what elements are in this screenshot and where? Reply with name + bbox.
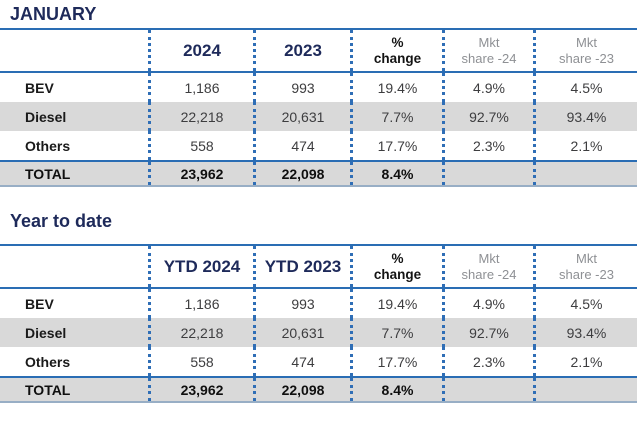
header-mkt23-line1: Mkt (576, 35, 597, 51)
header-mkt23-line1: Mkt (576, 251, 597, 267)
row-label: TOTAL (25, 165, 71, 182)
cell-change: 8.4% (350, 162, 442, 185)
cell-2023: 22,098 (253, 378, 350, 401)
row-label: Diesel (25, 108, 67, 125)
cell-mkt24: 92.7% (442, 102, 533, 131)
cell-2024: 23,962 (148, 162, 253, 185)
header-pct-line1: % (391, 34, 404, 50)
row-label: Diesel (25, 324, 67, 341)
row-label: BEV (25, 295, 54, 312)
header-pct-change: % change (350, 30, 442, 71)
header-ytd-2024: YTD 2024 (148, 246, 253, 287)
row-label: Others (25, 353, 71, 370)
table-row-bev: BEV 1,186 993 19.4% 4.9% 4.5% (0, 73, 637, 102)
cell-mkt23: 2.1% (533, 347, 637, 376)
header-mkt-share-24: Mkt share -24 (442, 30, 533, 71)
table-row-bev: BEV 1,186 993 19.4% 4.9% 4.5% (0, 289, 637, 318)
cell-mkt24 (442, 378, 533, 401)
cell-mkt23: 93.4% (533, 102, 637, 131)
header-2024: 2024 (148, 30, 253, 71)
ytd-table: YTD 2024 YTD 2023 % change Mkt share -24… (0, 244, 637, 403)
cell-2023: 20,631 (253, 102, 350, 131)
ytd-header-row: YTD 2024 YTD 2023 % change Mkt share -24… (0, 246, 637, 289)
header-ytd-2023: YTD 2023 (253, 246, 350, 287)
cell-2023: 20,631 (253, 318, 350, 347)
ytd-title: Year to date (10, 211, 113, 231)
cell-change: 7.7% (350, 102, 442, 131)
cell-change: 7.7% (350, 318, 442, 347)
cell-2023: 993 (253, 73, 350, 102)
header-pct-change: % change (350, 246, 442, 287)
cell-mkt23: 93.4% (533, 318, 637, 347)
cell-2024: 558 (148, 131, 253, 160)
header-mkt23-line2: share -23 (559, 266, 614, 282)
header-pct-line2: change (373, 266, 422, 282)
cell-mkt24 (442, 162, 533, 185)
table-row-others: Others 558 474 17.7% 2.3% 2.1% (0, 131, 637, 160)
header-mkt24-line1: Mkt (478, 35, 500, 51)
table-row-others: Others 558 474 17.7% 2.3% 2.1% (0, 347, 637, 376)
table-row-diesel: Diesel 22,218 20,631 7.7% 92.7% 93.4% (0, 102, 637, 131)
cell-mkt24: 4.9% (442, 289, 533, 318)
header-pct-line1: % (391, 250, 404, 266)
cell-mkt24: 4.9% (442, 73, 533, 102)
cell-mkt23: 4.5% (533, 289, 637, 318)
cell-mkt24: 2.3% (442, 347, 533, 376)
table-row-total: TOTAL 23,962 22,098 8.4% (0, 160, 637, 187)
january-table: 2024 2023 % change Mkt share -24 Mkt sha… (0, 28, 637, 187)
cell-mkt23 (533, 162, 637, 185)
row-label: TOTAL (25, 381, 71, 398)
header-empty-cell (0, 246, 148, 287)
header-mkt-share-23: Mkt share -23 (533, 30, 637, 71)
cell-change: 8.4% (350, 378, 442, 401)
cell-2024: 22,218 (148, 318, 253, 347)
cell-mkt24: 92.7% (442, 318, 533, 347)
cell-2023: 993 (253, 289, 350, 318)
cell-2024: 22,218 (148, 102, 253, 131)
cell-2023: 474 (253, 131, 350, 160)
january-title: JANUARY (10, 4, 97, 24)
january-header-row: 2024 2023 % change Mkt share -24 Mkt sha… (0, 30, 637, 73)
cell-2023: 474 (253, 347, 350, 376)
header-mkt-share-24: Mkt share -24 (442, 246, 533, 287)
header-mkt23-line2: share -23 (559, 50, 614, 66)
cell-change: 17.7% (350, 131, 442, 160)
row-label: Others (25, 137, 71, 154)
header-2023: 2023 (253, 30, 350, 71)
cell-2023: 22,098 (253, 162, 350, 185)
table-row-total: TOTAL 23,962 22,098 8.4% (0, 376, 637, 403)
cell-mkt23: 2.1% (533, 131, 637, 160)
cell-change: 19.4% (350, 73, 442, 102)
header-mkt-share-23: Mkt share -23 (533, 246, 637, 287)
cell-2024: 1,186 (148, 73, 253, 102)
row-label: BEV (25, 79, 54, 96)
cell-mkt23 (533, 378, 637, 401)
header-empty-cell (0, 30, 148, 71)
cell-change: 19.4% (350, 289, 442, 318)
cell-2024: 558 (148, 347, 253, 376)
table-row-diesel: Diesel 22,218 20,631 7.7% 92.7% 93.4% (0, 318, 637, 347)
cell-2024: 1,186 (148, 289, 253, 318)
header-pct-line2: change (373, 50, 422, 66)
cell-mkt24: 2.3% (442, 131, 533, 160)
cell-change: 17.7% (350, 347, 442, 376)
header-mkt24-line1: Mkt (478, 251, 500, 267)
header-mkt24-line2: share -24 (461, 266, 517, 282)
header-mkt24-line2: share -24 (461, 50, 517, 66)
cell-2024: 23,962 (148, 378, 253, 401)
cell-mkt23: 4.5% (533, 73, 637, 102)
